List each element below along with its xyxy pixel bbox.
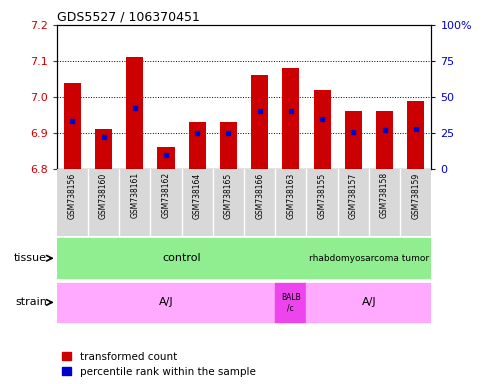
Bar xyxy=(275,283,307,322)
Bar xyxy=(282,68,299,169)
Legend: transformed count, percentile rank within the sample: transformed count, percentile rank withi… xyxy=(62,352,255,377)
Text: GSM738157: GSM738157 xyxy=(349,172,358,218)
Text: A/J: A/J xyxy=(159,297,173,308)
Text: strain: strain xyxy=(15,297,47,308)
Text: GSM738156: GSM738156 xyxy=(68,172,77,218)
Bar xyxy=(57,238,307,278)
Text: GSM738159: GSM738159 xyxy=(411,172,420,218)
Text: tissue: tissue xyxy=(14,253,47,263)
Bar xyxy=(126,57,143,169)
Bar xyxy=(314,90,331,169)
Text: rhabdomyosarcoma tumor: rhabdomyosarcoma tumor xyxy=(309,254,429,263)
Bar xyxy=(407,101,424,169)
Text: GSM738162: GSM738162 xyxy=(162,172,171,218)
Text: GSM738155: GSM738155 xyxy=(317,172,326,218)
Text: GSM738165: GSM738165 xyxy=(224,172,233,218)
Text: GSM738158: GSM738158 xyxy=(380,172,389,218)
Text: GSM738164: GSM738164 xyxy=(193,172,202,218)
Text: GSM738161: GSM738161 xyxy=(130,172,139,218)
Text: GSM738160: GSM738160 xyxy=(99,172,108,218)
Bar xyxy=(189,122,206,169)
Bar xyxy=(376,111,393,169)
Text: GSM738166: GSM738166 xyxy=(255,172,264,218)
Bar xyxy=(57,283,275,322)
Bar xyxy=(307,238,431,278)
Bar xyxy=(64,83,81,169)
Text: control: control xyxy=(162,253,201,263)
Text: GSM738163: GSM738163 xyxy=(286,172,295,218)
Bar xyxy=(157,147,175,169)
Text: GDS5527 / 106370451: GDS5527 / 106370451 xyxy=(57,11,200,24)
Bar xyxy=(345,111,362,169)
Bar xyxy=(220,122,237,169)
Text: A/J: A/J xyxy=(362,297,376,308)
Bar xyxy=(251,75,268,169)
Bar xyxy=(95,129,112,169)
Bar xyxy=(307,283,431,322)
Text: BALB
/c: BALB /c xyxy=(281,293,301,312)
